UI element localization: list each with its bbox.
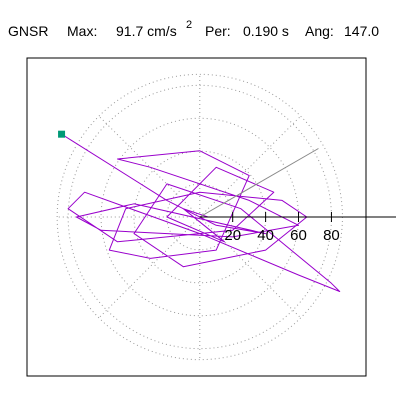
direction-line [199,148,319,218]
max-value: 91.7 cm/s [116,23,177,39]
ang-value: 147.0 [344,23,379,39]
spoke [98,216,201,319]
per-value: 0.190 s [243,23,289,39]
station: GNSR [8,23,48,39]
ang-label: Ang: [305,23,334,39]
r-tick-label: 20 [224,227,241,244]
start-marker [58,130,66,138]
per-label: Per: [205,23,231,39]
spoke [199,115,302,218]
r-tick-label: 80 [323,227,340,244]
particle-trace [61,133,341,292]
max-power: 2 [186,19,192,31]
r-tick-label: 60 [290,227,307,244]
max-label: Max: [67,23,97,39]
r-tick-label: 40 [257,227,274,244]
